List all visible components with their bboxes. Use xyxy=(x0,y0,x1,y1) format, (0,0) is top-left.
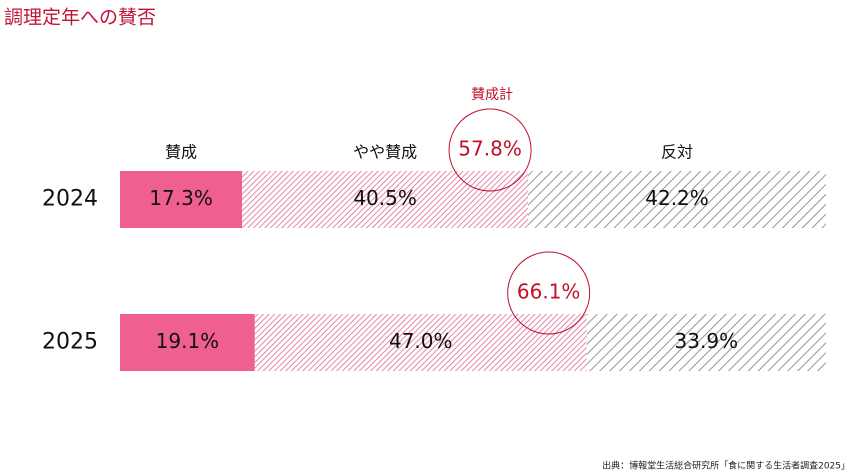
bar-segment xyxy=(120,314,255,371)
series-label: やや賛成 xyxy=(353,143,417,162)
bar-segment xyxy=(242,171,529,228)
total-title: 賛成計 xyxy=(471,87,513,103)
bar-segment xyxy=(120,171,243,228)
value-label: 19.1% xyxy=(156,329,220,353)
chart-title: 調理定年への賛否 xyxy=(4,7,156,29)
value-label: 33.9% xyxy=(675,329,739,353)
category-label: 2024 xyxy=(42,187,98,212)
value-label: 17.3% xyxy=(149,186,213,210)
bar-segment xyxy=(528,171,826,228)
bar-segment xyxy=(254,314,587,371)
total-label: 57.8% xyxy=(458,137,522,161)
bar-segment xyxy=(586,314,826,371)
series-label: 賛成 xyxy=(165,143,197,162)
series-label: 反対 xyxy=(661,143,693,162)
total-label: 66.1% xyxy=(517,280,581,304)
total-circle xyxy=(507,251,591,335)
category-label: 2025 xyxy=(42,330,98,355)
source: 出典：博報堂生活総合研究所「食に関する生活者調査2025」 xyxy=(602,460,850,472)
value-label: 42.2% xyxy=(645,186,709,210)
value-label: 47.0% xyxy=(389,329,453,353)
value-label: 40.5% xyxy=(353,186,417,210)
total-circle xyxy=(448,108,532,192)
